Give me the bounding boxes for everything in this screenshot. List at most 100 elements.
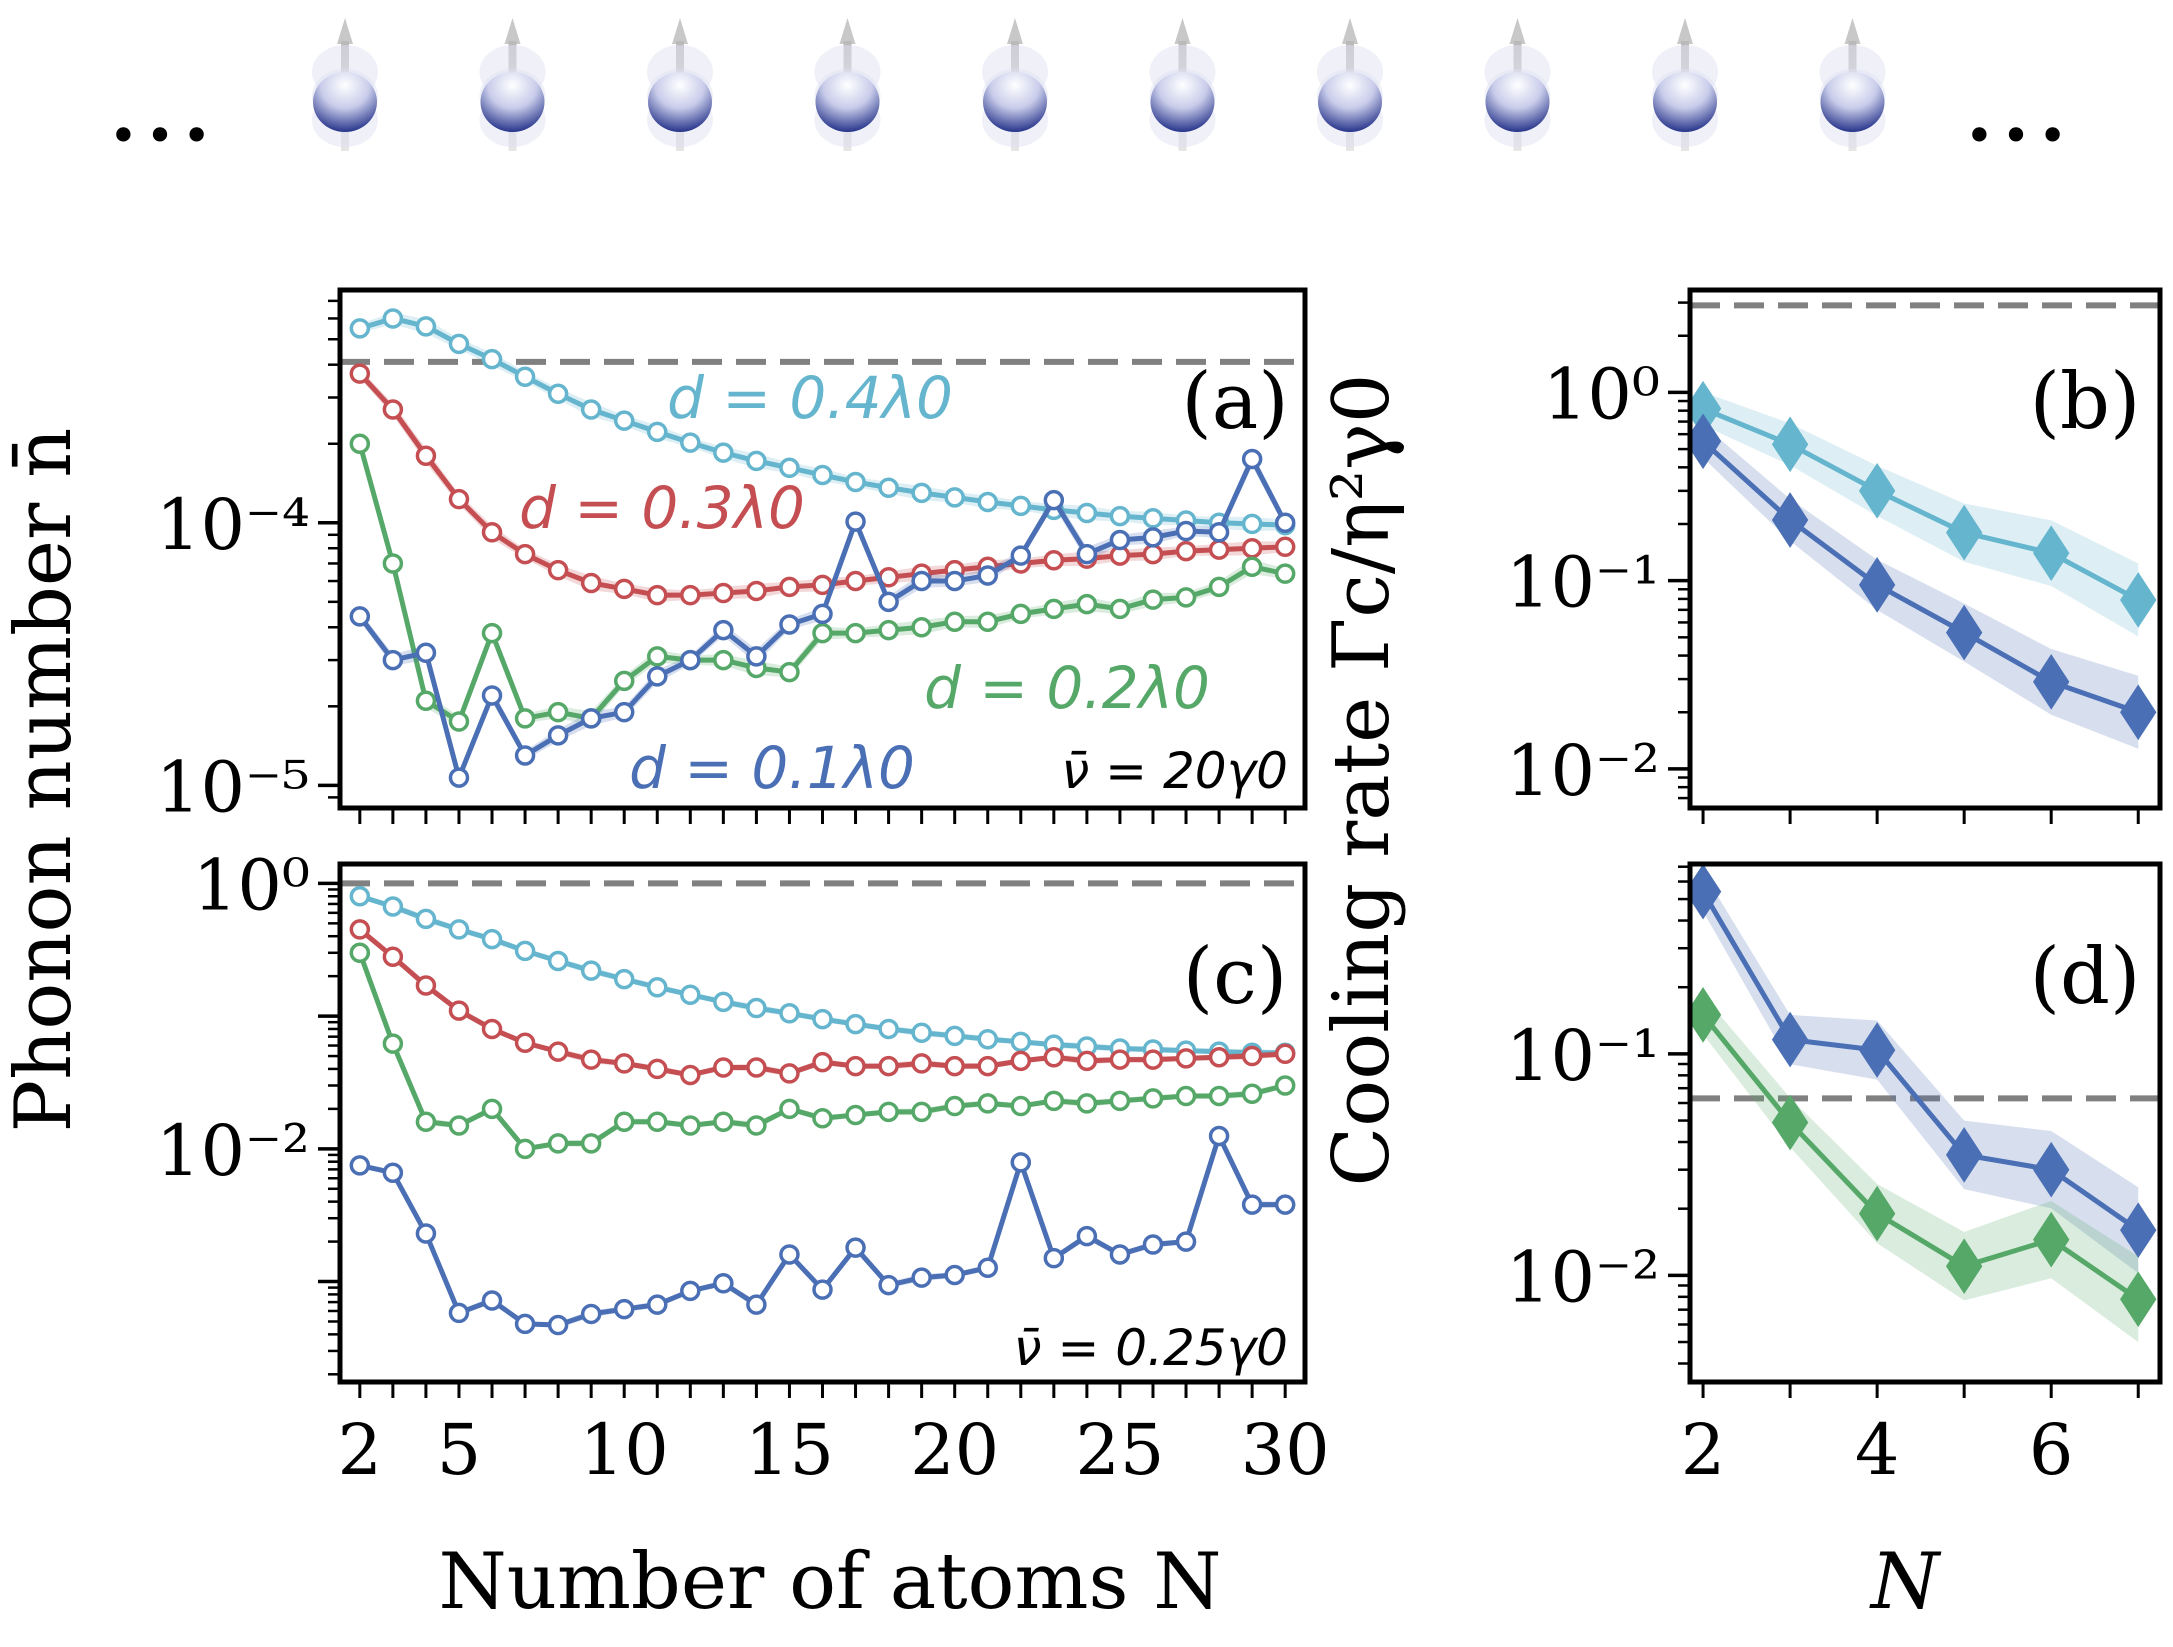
spin-arrow-head xyxy=(337,18,353,44)
y-axis-title-right: Cooling rate Γc/η²γ0 xyxy=(1317,374,1407,1187)
data-point xyxy=(481,1098,503,1120)
data-point xyxy=(1175,520,1197,542)
data-point xyxy=(1771,1094,1809,1151)
data-point xyxy=(382,308,404,329)
data-point xyxy=(448,919,470,940)
data-point xyxy=(779,1063,800,1084)
data-point xyxy=(547,1314,569,1336)
data-point xyxy=(448,333,470,355)
atom-chain-illustration: … … xyxy=(105,18,2071,166)
data-point xyxy=(1010,1031,1032,1053)
data-point xyxy=(613,670,635,692)
data-point xyxy=(845,1013,866,1035)
data-point xyxy=(1858,463,1896,519)
data-point xyxy=(779,1003,800,1024)
data-point xyxy=(2120,1271,2157,1328)
data-point xyxy=(547,725,569,746)
data-point xyxy=(1109,1049,1131,1070)
data-point xyxy=(1274,563,1296,584)
data-point xyxy=(1109,1244,1131,1265)
spin-arrow-head xyxy=(1007,18,1023,44)
data-point xyxy=(2120,572,2157,628)
data-point xyxy=(1208,1085,1230,1107)
series-d01 xyxy=(1690,864,2157,1274)
data-point xyxy=(580,1133,602,1154)
data-point xyxy=(944,1055,965,1077)
data-point xyxy=(580,1303,602,1325)
data-point xyxy=(812,1279,833,1300)
data-point xyxy=(944,611,965,632)
data-point xyxy=(1241,1045,1263,1067)
data-point xyxy=(1076,1093,1098,1114)
spin-arrow-head xyxy=(1342,18,1358,44)
data-point xyxy=(1241,513,1263,535)
data-point xyxy=(647,421,668,443)
atom xyxy=(982,18,1048,151)
data-point xyxy=(415,642,437,663)
data-point xyxy=(1945,1238,1983,1295)
atom-sphere xyxy=(1318,72,1382,132)
data-point xyxy=(1241,448,1263,470)
data-point xyxy=(1109,505,1131,527)
atom xyxy=(1652,18,1718,151)
ellipsis-left: … xyxy=(105,38,215,166)
atom xyxy=(1149,18,1216,151)
data-point xyxy=(2033,654,2070,710)
data-point xyxy=(1241,556,1263,578)
series-d03 xyxy=(349,363,1296,606)
data-point xyxy=(1858,1022,1896,1078)
data-point xyxy=(746,1057,767,1078)
data-point xyxy=(382,399,404,420)
data-point xyxy=(680,1115,701,1136)
x-tick-label: 20 xyxy=(910,1409,999,1491)
data-point xyxy=(713,582,734,604)
plot-area xyxy=(1690,302,2160,749)
atom-sphere xyxy=(983,72,1047,132)
spin-arrow-head xyxy=(1677,18,1693,44)
data-point xyxy=(680,1064,701,1086)
axes-frame xyxy=(1687,861,2163,1385)
data-point xyxy=(1142,543,1164,565)
atom xyxy=(312,18,378,151)
y-tick-label: 10⁻⁴ xyxy=(156,484,310,566)
data-point xyxy=(382,946,404,968)
data-point xyxy=(481,522,503,543)
data-point xyxy=(1076,1050,1098,1072)
data-point xyxy=(1076,593,1098,615)
data-point xyxy=(944,487,965,508)
data-point xyxy=(2120,1202,2157,1258)
data-point xyxy=(647,1058,668,1080)
data-point xyxy=(878,1274,899,1296)
data-point xyxy=(977,611,998,632)
data-point xyxy=(1208,576,1230,598)
data-point xyxy=(2120,684,2157,741)
data-point xyxy=(514,1313,536,1335)
data-point xyxy=(845,1104,866,1126)
data-point xyxy=(1010,495,1032,517)
panel-label: (c) xyxy=(1183,932,1288,1022)
x-tick-label: 15 xyxy=(745,1409,834,1491)
series-label: d = 0.4λ0 xyxy=(667,364,953,432)
data-point xyxy=(680,584,701,606)
data-point xyxy=(713,442,734,463)
data-point xyxy=(1010,545,1032,566)
data-point xyxy=(613,410,635,431)
atom-sphere xyxy=(313,72,377,132)
data-point xyxy=(349,886,371,907)
data-point xyxy=(911,1053,932,1074)
data-point xyxy=(1076,502,1098,524)
x-tick-label: 4 xyxy=(1855,1409,1900,1491)
data-point xyxy=(845,1055,866,1077)
data-point xyxy=(680,649,701,671)
spin-arrow-head xyxy=(839,18,856,44)
data-point xyxy=(547,383,569,405)
panel-b: 10⁻² 10⁻¹ 10⁰ (b) xyxy=(1506,287,2163,824)
data-point xyxy=(977,1028,998,1050)
data-point xyxy=(613,968,635,990)
data-point xyxy=(713,1111,734,1132)
atom-sphere xyxy=(1150,72,1215,132)
data-point xyxy=(382,896,404,917)
data-point xyxy=(713,619,734,641)
data-point xyxy=(1043,549,1065,571)
data-point xyxy=(481,1018,503,1040)
